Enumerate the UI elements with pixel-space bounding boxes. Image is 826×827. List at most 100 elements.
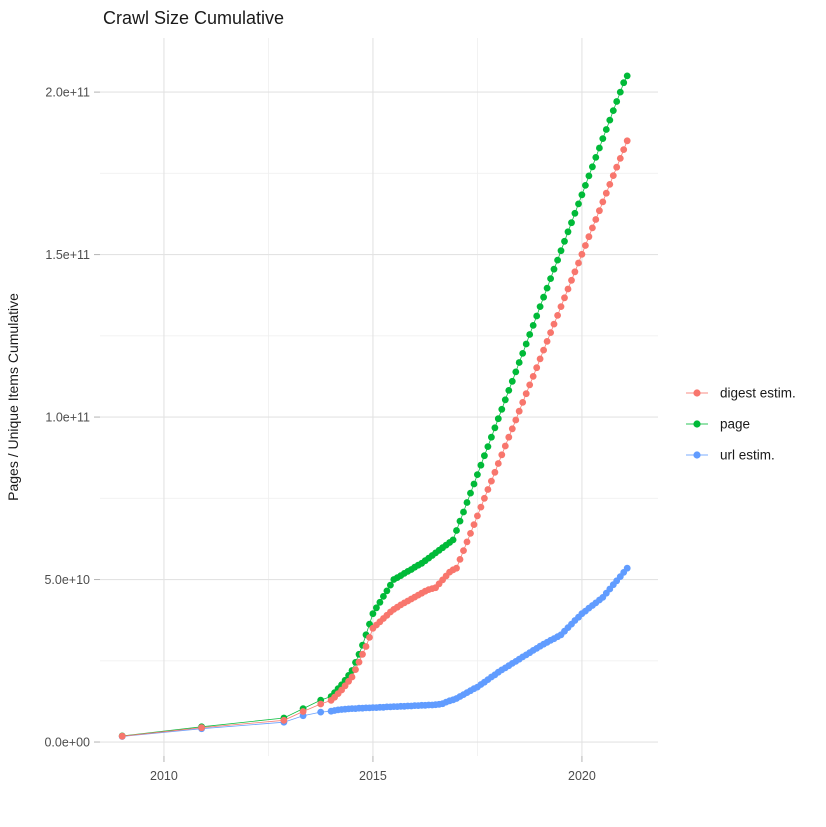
data-point [564, 228, 572, 236]
data-point [554, 312, 561, 319]
data-point [578, 250, 586, 258]
data-point [526, 381, 534, 389]
data-point [348, 673, 356, 681]
data-point [536, 355, 544, 363]
data-point [585, 172, 593, 180]
data-point [602, 189, 610, 197]
data-point [463, 538, 471, 546]
data-point [118, 732, 126, 740]
data-point [387, 581, 394, 589]
data-point [522, 340, 530, 348]
data-point [522, 390, 530, 398]
data-point [508, 377, 516, 385]
data-point [481, 452, 488, 460]
data-point [481, 494, 488, 502]
data-point [488, 477, 495, 485]
data-point [494, 460, 502, 467]
data-point [474, 512, 481, 520]
data-point [606, 181, 614, 188]
data-point [317, 708, 325, 716]
data-point [355, 658, 363, 666]
data-point [491, 468, 499, 476]
data-point [540, 293, 547, 301]
legend: digest estim. page url estim. [686, 386, 796, 463]
data-point [620, 146, 628, 154]
y-axis-title: Pages / Unique Items Cumulative [5, 293, 21, 501]
data-point [488, 433, 495, 441]
data-point [533, 312, 541, 320]
x-tick-label: 2015 [359, 769, 387, 783]
chart-title: Crawl Size Cumulative [103, 8, 284, 28]
data-point [380, 593, 387, 600]
data-point [568, 219, 575, 227]
data-point [456, 517, 464, 525]
data-point [575, 259, 582, 267]
data-point [616, 88, 624, 96]
data-point [561, 237, 568, 245]
data-point [582, 182, 589, 189]
data-point [623, 137, 631, 145]
data-point [515, 407, 523, 415]
data-point [585, 233, 593, 241]
data-point [501, 396, 509, 404]
data-point [515, 359, 523, 366]
data-point [198, 724, 206, 732]
data-point [589, 224, 596, 232]
data-point [449, 536, 457, 544]
y-tick-label: 0.0e+00 [44, 735, 90, 749]
data-point [613, 163, 621, 171]
data-point [540, 346, 547, 354]
data-point [317, 700, 325, 708]
data-point [623, 564, 631, 572]
y-tick-label: 1.5e+11 [45, 248, 90, 262]
legend-item-page: page [686, 417, 750, 432]
data-point [453, 564, 460, 572]
data-point [609, 172, 617, 180]
data-point [571, 268, 579, 276]
data-point [602, 126, 610, 133]
x-tick-label: 2020 [568, 769, 596, 783]
data-point [592, 154, 600, 161]
data-point [596, 144, 603, 152]
y-tick-label: 1.0e+11 [45, 410, 90, 424]
data-point [460, 547, 467, 554]
data-point [519, 399, 527, 406]
data-point [467, 530, 474, 537]
data-point [529, 322, 537, 329]
data-point [571, 209, 579, 217]
data-point [589, 163, 596, 171]
data-point [557, 303, 565, 310]
series-line [122, 140, 628, 737]
data-point [609, 107, 617, 114]
legend-item-url: url estim. [686, 448, 775, 463]
data-point [568, 276, 575, 284]
data-point [526, 331, 534, 338]
data-point [505, 387, 513, 394]
data-point [529, 373, 537, 380]
series-line [122, 567, 628, 737]
data-point [599, 135, 607, 143]
data-point [550, 265, 558, 273]
data-point [494, 415, 502, 423]
data-point [352, 666, 359, 673]
data-point [512, 368, 520, 376]
data-point [596, 207, 603, 215]
data-point [474, 471, 481, 478]
legend-label: url estim. [720, 448, 775, 463]
data-point [280, 716, 288, 724]
data-point [554, 256, 561, 264]
data-point [453, 527, 460, 534]
data-point [543, 284, 551, 292]
data-point [547, 329, 554, 336]
data-point [369, 610, 377, 618]
data-point [501, 442, 509, 450]
data-point [578, 191, 586, 199]
data-point [498, 451, 506, 459]
series-url-estim- [118, 564, 631, 740]
legend-label: page [720, 417, 750, 432]
data-point [575, 200, 582, 208]
data-point [456, 556, 464, 563]
legend-key-point [693, 389, 701, 397]
